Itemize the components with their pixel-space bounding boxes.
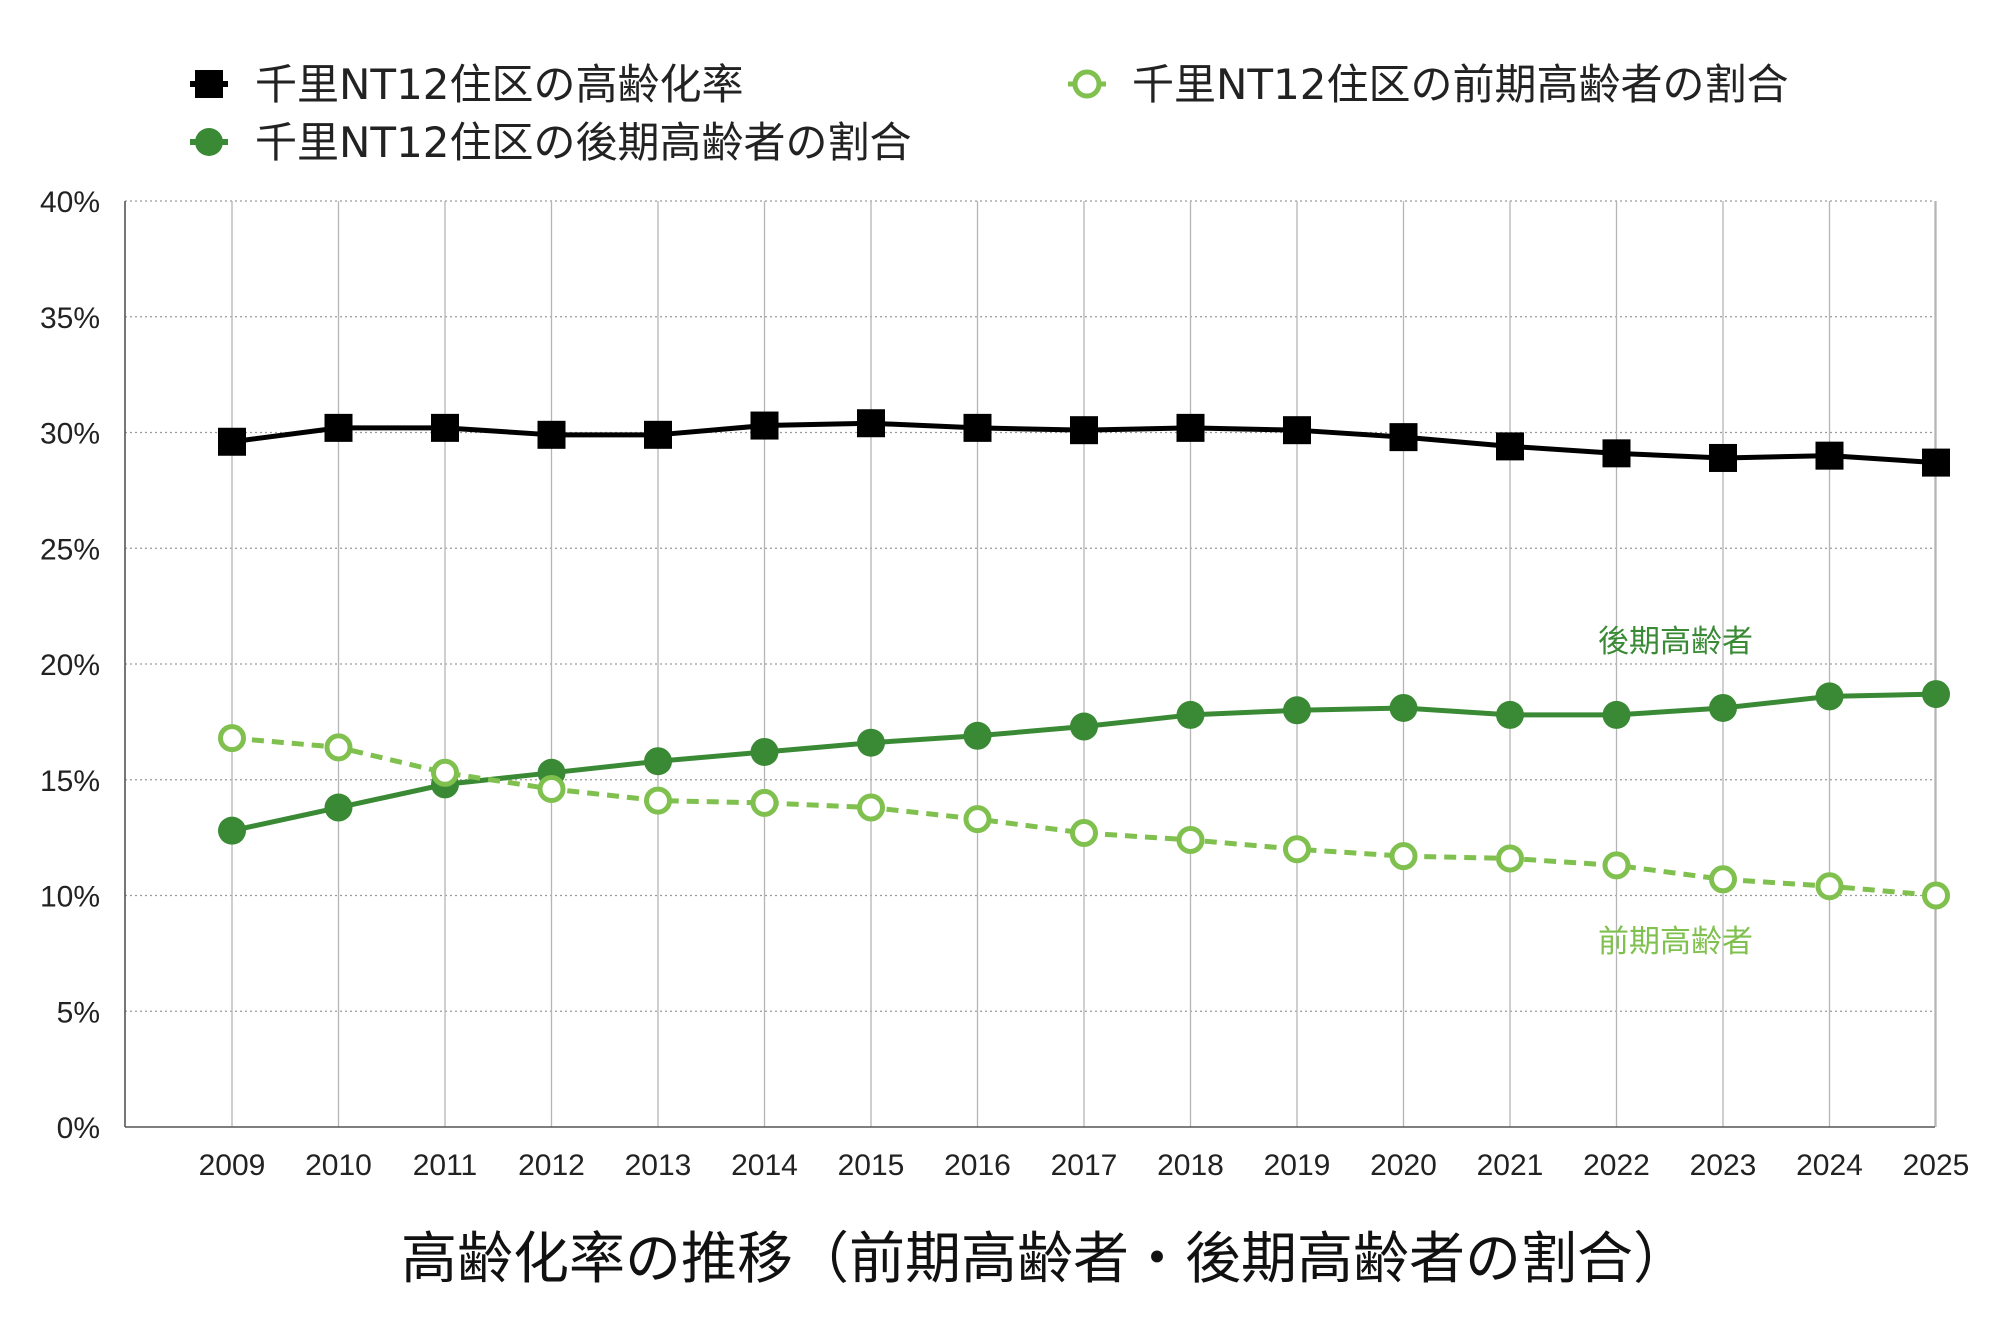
x-tick-label: 2013 — [625, 1149, 692, 1182]
data-point-filled-circle — [324, 793, 353, 822]
x-tick-label: 2017 — [1051, 1149, 1118, 1182]
data-point-square — [1602, 439, 1631, 468]
data-point-open-circle — [857, 793, 885, 822]
data-point-square — [1815, 441, 1844, 470]
data-point-open-circle — [1283, 835, 1311, 864]
x-tick-label: 2025 — [1903, 1149, 1970, 1182]
y-tick-labels: 0% 5% 10% 15% 20% 25% 30% 35% 40% — [40, 186, 100, 1145]
data-point-open-circle — [1709, 865, 1737, 894]
data-point-open-circle — [1496, 844, 1524, 873]
y-tick-label: 15% — [40, 765, 100, 798]
data-point-square — [1922, 448, 1950, 477]
y-tick-label: 25% — [40, 533, 100, 566]
data-point-square — [963, 413, 992, 442]
y-tick-label: 20% — [40, 649, 100, 682]
data-point-square — [431, 413, 459, 442]
data-point-square — [1496, 432, 1524, 461]
data-point-square — [1283, 416, 1311, 445]
data-point-square — [1070, 416, 1098, 445]
data-point-filled-circle — [857, 728, 885, 757]
data-point-filled-circle — [963, 721, 992, 750]
data-point-square — [857, 409, 885, 438]
x-tick-label: 2019 — [1264, 1149, 1331, 1182]
legend-item-late: 千里NT12住区の後期高齢者の割合 — [190, 118, 912, 167]
x-tick-labels: 2009 2010 2011 2012 2013 2014 2015 2016 2017 2018… — [199, 1149, 1970, 1182]
data-point-open-circle — [431, 758, 459, 787]
data-point-filled-circle — [1389, 693, 1418, 722]
annotation-early: 前期高齢者 — [1598, 924, 1753, 960]
data-point-filled-circle — [1496, 700, 1524, 729]
data-point-square — [537, 420, 566, 449]
x-tick-label: 2021 — [1477, 1149, 1544, 1182]
data-point-open-circle — [1602, 851, 1631, 880]
legend-marker-square — [195, 70, 223, 98]
legend: 千里NT12住区の高齢化率 千里NT12住区の後期高齢者の割合 千里NT12住区… — [190, 60, 1789, 167]
x-tick-label: 2011 — [413, 1149, 478, 1182]
data-point-open-circle — [218, 724, 246, 753]
legend-marker-filled-circle — [195, 128, 223, 156]
legend-label-late: 千里NT12住区の後期高齢者の割合 — [255, 118, 912, 167]
data-point-open-circle — [963, 805, 992, 834]
legend-item-total: 千里NT12住区の高齢化率 — [190, 60, 744, 109]
data-point-open-circle — [1922, 881, 1950, 910]
legend-item-early: 千里NT12住区の前期高齢者の割合 — [1068, 60, 1789, 109]
data-point-filled-circle — [750, 737, 779, 766]
y-tick-label: 35% — [40, 302, 100, 335]
data-point-filled-circle — [1922, 680, 1950, 709]
data-point-filled-circle — [644, 747, 672, 776]
data-point-square — [218, 427, 246, 456]
data-point-open-circle — [537, 775, 566, 804]
x-tick-label: 2024 — [1796, 1149, 1863, 1182]
data-point-open-circle — [1815, 872, 1844, 901]
x-tick-label: 2016 — [944, 1149, 1011, 1182]
data-point-square — [750, 411, 779, 440]
data-point-square — [644, 420, 672, 449]
data-point-square — [1389, 423, 1418, 452]
x-tick-label: 2015 — [838, 1149, 905, 1182]
x-tick-label: 2010 — [305, 1149, 372, 1182]
x-tick-label: 2022 — [1583, 1149, 1650, 1182]
data-point-filled-circle — [1070, 712, 1098, 741]
x-tick-label: 2018 — [1157, 1149, 1224, 1182]
data-point-filled-circle — [1176, 700, 1205, 729]
data-point-square — [1709, 443, 1737, 472]
data-point-open-circle — [324, 733, 353, 762]
annotation-late: 後期高齢者 — [1598, 624, 1753, 660]
x-tick-label: 2009 — [199, 1149, 266, 1182]
chart-title: 高齢化率の推移（前期高齢者・後期高齢者の割合） — [401, 1227, 1689, 1292]
y-tick-label: 0% — [57, 1112, 100, 1145]
data-point-open-circle — [1070, 818, 1098, 847]
data-point-open-circle — [644, 786, 672, 815]
y-tick-label: 10% — [40, 881, 100, 914]
data-point-square — [324, 413, 353, 442]
x-tick-label: 2023 — [1690, 1149, 1757, 1182]
series-markers — [218, 409, 1950, 910]
data-point-filled-circle — [218, 816, 246, 845]
x-tick-label: 2014 — [731, 1149, 798, 1182]
y-tick-label: 30% — [40, 418, 100, 451]
y-tick-label: 5% — [57, 996, 100, 1029]
data-point-open-circle — [1176, 825, 1205, 854]
data-point-filled-circle — [1709, 693, 1737, 722]
grid — [125, 200, 1937, 1127]
y-tick-label: 40% — [40, 186, 100, 219]
data-point-open-circle — [1389, 842, 1418, 871]
data-point-open-circle — [750, 788, 779, 817]
data-point-filled-circle — [1283, 696, 1311, 725]
legend-marker-open-circle — [1072, 69, 1102, 99]
x-tick-label: 2012 — [518, 1149, 585, 1182]
legend-label-total: 千里NT12住区の高齢化率 — [255, 60, 744, 109]
legend-label-early: 千里NT12住区の前期高齢者の割合 — [1132, 60, 1789, 109]
data-point-filled-circle — [1815, 682, 1844, 711]
axes — [124, 201, 1935, 1128]
x-tick-label: 2020 — [1370, 1149, 1437, 1182]
data-point-filled-circle — [1602, 700, 1631, 729]
series-line-2 — [231, 735, 1937, 898]
data-point-square — [1176, 413, 1205, 442]
